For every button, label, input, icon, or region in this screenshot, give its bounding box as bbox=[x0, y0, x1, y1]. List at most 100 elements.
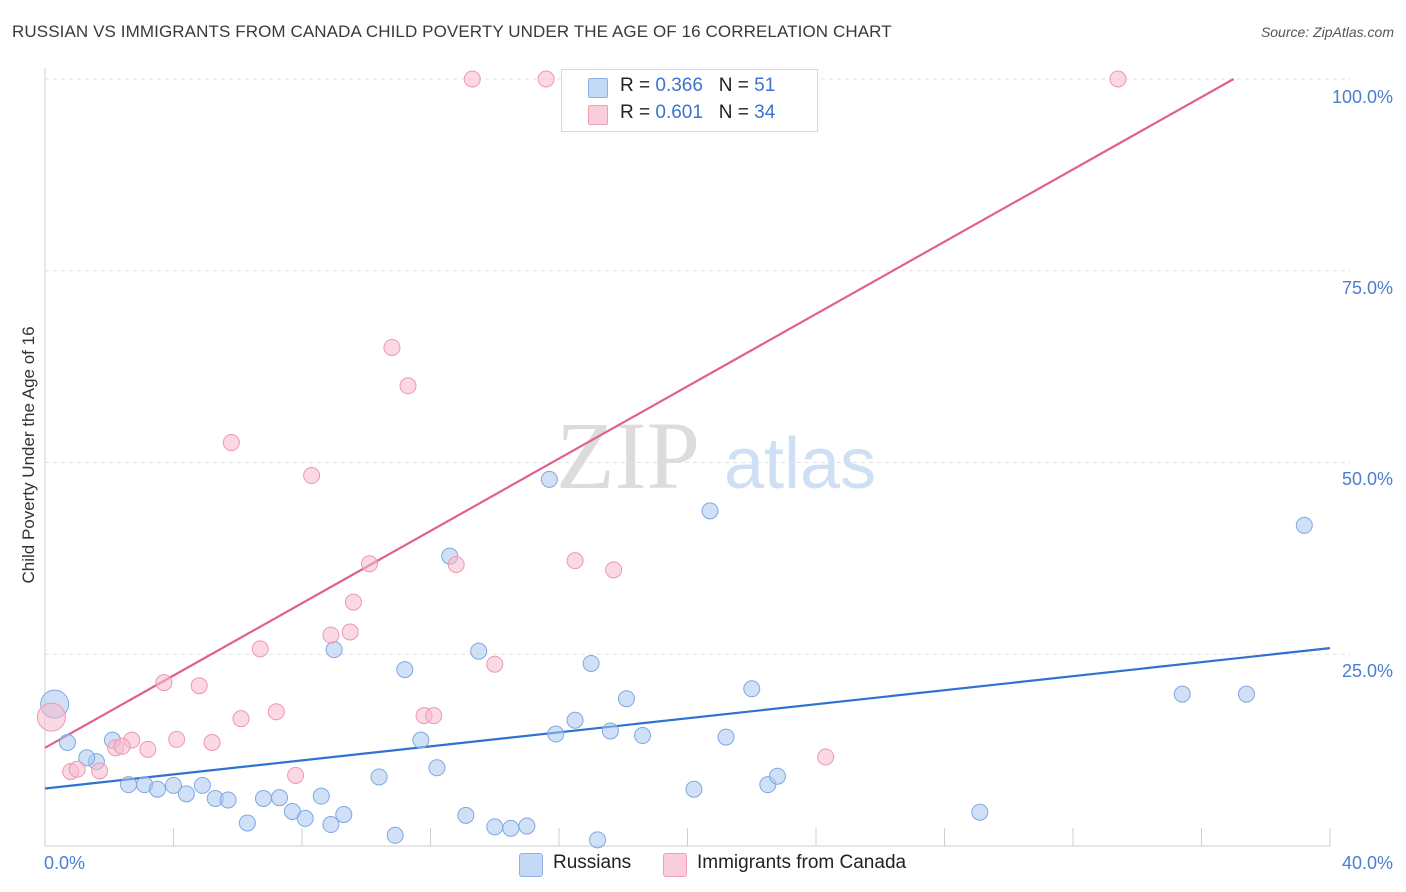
point-immigrants-from-canada bbox=[190, 677, 208, 695]
russians-r-value: 0.366 bbox=[655, 75, 703, 96]
point-immigrants-from-canada bbox=[303, 467, 321, 485]
chart-title: RUSSIAN VS IMMIGRANTS FROM CANADA CHILD … bbox=[12, 22, 892, 41]
trend-line-immigrants-from-canada bbox=[44, 78, 1235, 749]
bottom-russians-swatch bbox=[519, 853, 543, 877]
watermark: ZIP atlas bbox=[556, 402, 876, 509]
point-immigrants-from-canada bbox=[447, 556, 465, 574]
point-immigrants-from-canada bbox=[222, 434, 240, 452]
point-russians bbox=[617, 690, 635, 708]
point-russians bbox=[78, 749, 96, 767]
point-immigrants-from-canada bbox=[486, 655, 504, 673]
point-immigrants-from-canada bbox=[383, 338, 401, 356]
point-russians bbox=[370, 768, 388, 786]
x-tick-label-min: 0.0% bbox=[44, 853, 85, 873]
bottom-russians-label: Russians bbox=[553, 852, 632, 873]
watermark-zip: ZIP bbox=[556, 402, 700, 509]
x-tick-label-max: 40.0% bbox=[1342, 853, 1393, 873]
point-russians bbox=[58, 733, 76, 751]
bottom-legend-russians: Russians bbox=[519, 852, 659, 878]
bottom-legend-canada: Immigrants from Canada bbox=[663, 852, 943, 878]
point-immigrants-from-canada bbox=[425, 707, 443, 725]
point-russians bbox=[177, 785, 195, 803]
point-russians bbox=[335, 806, 353, 824]
point-immigrants-from-canada bbox=[168, 730, 186, 748]
point-russians bbox=[296, 809, 314, 827]
y-tick-label: 25.0% bbox=[1342, 661, 1393, 681]
point-russians bbox=[701, 502, 719, 520]
point-russians bbox=[457, 806, 475, 824]
data-points bbox=[36, 70, 1313, 849]
point-russians bbox=[566, 711, 584, 729]
point-immigrants-from-canada bbox=[232, 710, 250, 728]
point-russians bbox=[486, 818, 504, 836]
point-immigrants-from-canada bbox=[360, 555, 378, 573]
point-russians bbox=[743, 680, 761, 698]
y-axis-label: Child Poverty Under the Age of 16 bbox=[19, 326, 38, 583]
point-russians bbox=[1295, 516, 1313, 534]
point-immigrants-from-canada bbox=[399, 377, 417, 395]
point-immigrants-from-canada bbox=[1109, 70, 1127, 88]
point-immigrants-from-canada bbox=[322, 626, 340, 644]
point-russians bbox=[470, 642, 488, 660]
trend-line-russians bbox=[44, 647, 1331, 790]
canada-n-label: N = bbox=[718, 102, 755, 123]
point-immigrants-from-canada bbox=[251, 640, 269, 658]
gridlines bbox=[45, 78, 1350, 655]
point-immigrants-from-canada bbox=[566, 552, 584, 570]
tick-labels: 25.0% 50.0% 75.0% 100.0% 0.0% 40.0% bbox=[44, 87, 1393, 873]
point-immigrants-from-canada bbox=[344, 593, 362, 611]
point-immigrants-from-canada bbox=[68, 760, 86, 778]
point-russians bbox=[717, 728, 735, 746]
point-russians bbox=[589, 831, 607, 849]
point-immigrants-from-canada bbox=[817, 748, 835, 766]
point-immigrants-from-canada bbox=[605, 561, 623, 579]
point-immigrants-from-canada bbox=[139, 740, 157, 758]
point-immigrants-from-canada bbox=[267, 703, 285, 721]
point-russians bbox=[582, 654, 600, 672]
point-immigrants-from-canada bbox=[287, 766, 305, 784]
point-russians bbox=[254, 789, 272, 807]
canada-n-value: 34 bbox=[754, 102, 776, 123]
russians-n-value: 51 bbox=[754, 75, 776, 96]
point-russians bbox=[971, 803, 989, 821]
point-immigrants-from-canada bbox=[155, 674, 173, 692]
point-russians bbox=[322, 816, 340, 834]
bottom-canada-swatch bbox=[663, 853, 687, 877]
point-russians bbox=[325, 641, 343, 659]
canada-r-label: R = bbox=[620, 102, 656, 123]
russians-n-label: N = bbox=[718, 75, 755, 96]
point-russians bbox=[312, 787, 330, 805]
y-tick-label: 75.0% bbox=[1342, 278, 1393, 298]
bottom-canada-label: Immigrants from Canada bbox=[697, 852, 907, 873]
trend-lines bbox=[44, 78, 1331, 790]
point-russians bbox=[165, 776, 182, 794]
correlation-legend: R = 0.366 N = 51 R = 0.601 N = 34 bbox=[561, 69, 818, 132]
point-russians bbox=[219, 791, 237, 809]
point-immigrants-from-canada bbox=[203, 733, 221, 751]
point-russians bbox=[386, 826, 404, 844]
point-immigrants-from-canada bbox=[341, 623, 359, 641]
point-immigrants-from-canada bbox=[113, 737, 131, 755]
russians-swatch bbox=[588, 78, 608, 98]
point-russians bbox=[518, 817, 536, 835]
point-russians bbox=[396, 661, 414, 679]
point-immigrants-from-canada bbox=[36, 702, 66, 732]
point-russians bbox=[1237, 685, 1255, 703]
y-tick-label: 100.0% bbox=[1332, 87, 1393, 107]
point-russians bbox=[148, 780, 166, 798]
point-russians bbox=[601, 722, 619, 740]
point-russians bbox=[634, 727, 652, 745]
point-immigrants-from-canada bbox=[91, 762, 109, 780]
point-russians bbox=[120, 776, 138, 794]
point-immigrants-from-canada bbox=[463, 70, 481, 88]
point-immigrants-from-canada bbox=[537, 70, 555, 88]
y-tick-label: 50.0% bbox=[1342, 469, 1393, 489]
point-russians bbox=[547, 725, 565, 743]
point-russians bbox=[238, 814, 256, 832]
point-russians bbox=[412, 731, 430, 749]
point-russians bbox=[193, 776, 211, 794]
point-russians bbox=[502, 819, 520, 837]
point-russians bbox=[768, 767, 786, 785]
source-label: Source: ZipAtlas.com bbox=[1260, 24, 1394, 40]
